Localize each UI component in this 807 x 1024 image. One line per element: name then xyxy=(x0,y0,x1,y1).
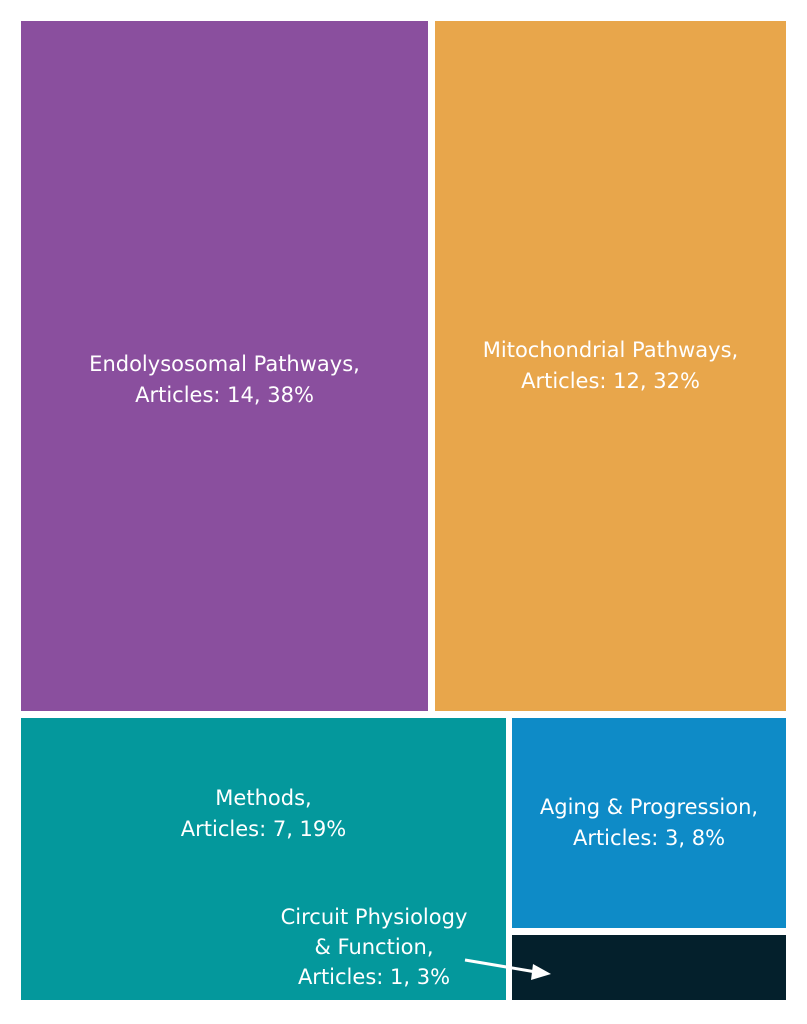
tile-aging-and-progression: Aging & Progression, Articles: 3, 8% xyxy=(512,718,786,928)
tile-label-methods: Methods, Articles: 7, 19% xyxy=(181,783,346,845)
tile-label-line: Mitochondrial Pathways, xyxy=(482,338,739,362)
tile-label-line: Articles: 7, 19% xyxy=(180,816,347,841)
tile-label-endolysosomal-pathways: Endolysosomal Pathways, Articles: 14, 38… xyxy=(89,349,360,411)
tile-label-line: Aging & Progression, xyxy=(539,795,759,819)
tile-endolysosomal-pathways: Endolysosomal Pathways, Articles: 14, 38… xyxy=(21,21,428,711)
callout-label-line: Circuit Physiology xyxy=(280,905,468,929)
tile-label-line: Articles: 14, 38% xyxy=(135,382,314,407)
callout-label-circuit-physiology: Circuit Physiology & Function, Articles:… xyxy=(281,902,468,992)
tile-label-line: Articles: 3, 8% xyxy=(572,826,726,850)
tile-label-line: Endolysosomal Pathways, xyxy=(89,351,360,376)
tile-mitochondrial-pathways: Mitochondrial Pathways, Articles: 12, 32… xyxy=(435,21,786,711)
tile-label-aging-and-progression: Aging & Progression, Articles: 3, 8% xyxy=(540,792,758,854)
tile-label-line: Articles: 12, 32% xyxy=(521,369,700,393)
tile-circuit-physiology-and-function xyxy=(512,935,786,1000)
callout-label-line: Articles: 1, 3% xyxy=(297,965,451,989)
tile-label-mitochondrial-pathways: Mitochondrial Pathways, Articles: 12, 32… xyxy=(483,335,738,397)
callout-label-line: & Function, xyxy=(314,935,434,959)
tile-methods: Methods, Articles: 7, 19% xyxy=(21,718,506,1000)
tile-label-line: Methods, xyxy=(215,785,312,810)
